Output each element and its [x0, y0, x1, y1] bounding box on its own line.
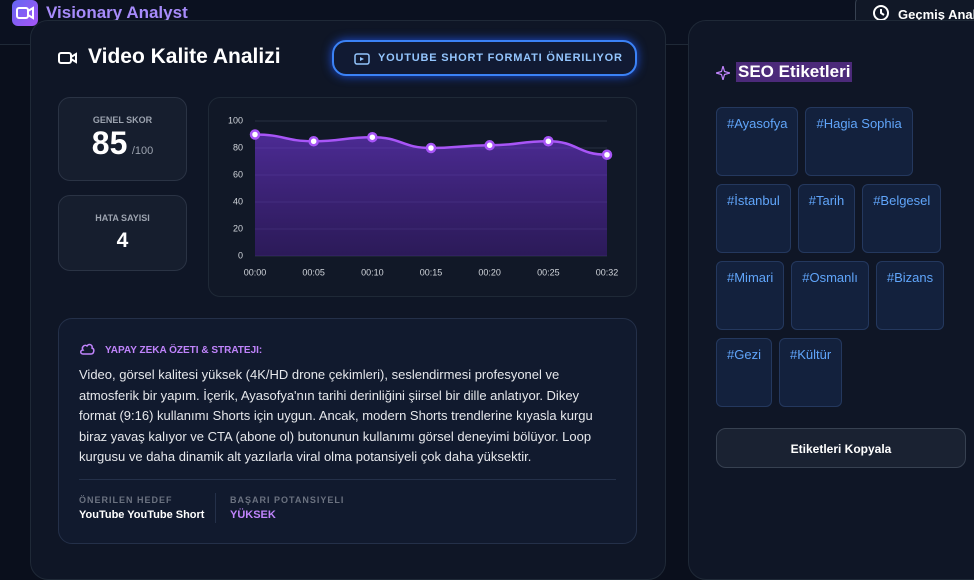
y-tick-label: 40 — [233, 196, 243, 206]
point — [484, 140, 495, 151]
y-tick-label: 100 — [228, 115, 243, 125]
x-tick-label: 00:25 — [537, 267, 560, 277]
potential: BAŞARI POTANSIYELI YÜKSEK — [230, 495, 344, 521]
x-tick-label: 00:05 — [302, 267, 325, 277]
seo-tag[interactable]: #Gezi — [716, 338, 772, 407]
logo-icon — [16, 6, 34, 20]
divider — [79, 479, 616, 480]
target: ÖNERILEN HEDEF YouTube YouTube Short — [79, 495, 204, 521]
score-card: GENEL SKOR 85 /100 — [58, 97, 187, 181]
error-label: HATA SAYISI — [95, 213, 150, 223]
score-label: GENEL SKOR — [92, 115, 153, 125]
y-tick-label: 20 — [233, 223, 243, 233]
summary-heading: YAPAY ZEKA ÖZETI & STRATEJI: — [105, 345, 263, 356]
quality-chart: 0 20 40 60 80 100 00:00 00:05 00:10 00:15 00:20 00:… — [228, 115, 619, 277]
seo-tag[interactable]: #Belgesel — [862, 184, 942, 253]
seo-tag[interactable]: #Osmanlı — [791, 261, 869, 330]
error-card: HATA SAYISI 4 — [58, 195, 187, 271]
summary-card: YAPAY ZEKA ÖZETI & STRATEJI: Video, görs… — [58, 318, 637, 544]
seo-tag[interactable]: #Tarih — [797, 184, 856, 253]
x-tick-label: 00:32 — [596, 267, 619, 277]
x-tick-label: 00:20 — [478, 267, 501, 277]
target-label: ÖNERILEN HEDEF — [79, 495, 173, 505]
seo-title: SEO Etiketleri — [736, 62, 853, 82]
brain-icon — [80, 343, 95, 355]
format-badge[interactable]: YOUTUBE SHORT FORMATI ÖNERILIYOR — [332, 40, 637, 76]
sparkle-icon — [716, 66, 730, 80]
seo-tag[interactable]: #Hagia Sophia — [805, 107, 913, 176]
potential-label: BAŞARI POTANSIYELI — [230, 495, 345, 505]
x-tick-label: 00:00 — [244, 267, 267, 277]
area — [255, 134, 607, 256]
logo — [12, 0, 38, 26]
potential-value: YÜKSEK — [230, 509, 276, 521]
history-label: Geçmiş Anali — [898, 7, 974, 22]
video-icon — [58, 52, 77, 64]
app-name: Visionary Analyst — [46, 3, 188, 22]
copy-button[interactable]: Etiketleri Kopyala — [716, 428, 966, 468]
score-max: /100 — [131, 145, 154, 157]
summary-text: Video, görsel kalitesi yüksek (4K/HD dro… — [79, 367, 593, 464]
point — [425, 142, 437, 154]
point — [543, 136, 554, 147]
badge-label: YOUTUBE SHORT FORMATI ÖNERILIYOR — [378, 52, 623, 64]
point — [249, 129, 261, 140]
seo-tag[interactable]: #Ayasofya — [716, 107, 799, 176]
point — [308, 136, 319, 147]
target-value: YouTube YouTube Short — [79, 509, 205, 521]
seo-tag[interactable]: #Mimari — [716, 261, 785, 330]
y-tick-label: 0 — [238, 250, 243, 260]
y-tick-label: 60 — [233, 169, 243, 179]
error-value: 4 — [116, 229, 129, 252]
meta-divider — [215, 493, 216, 523]
point — [367, 131, 378, 143]
y-tick-label: 80 — [233, 142, 243, 152]
x-tick-label: 00:10 — [361, 267, 384, 277]
panel-title: Video Kalite Analizi — [88, 45, 281, 68]
score-value: 85 — [91, 125, 128, 161]
tag-list: #Ayasofya #Hagia Sophia #İstanbul #Tarih #Be… — [716, 107, 956, 407]
point — [601, 149, 613, 160]
seo-tag[interactable]: #İstanbul — [716, 184, 791, 253]
chart-box: 0 20 40 60 80 100 00:00 00:05 00:10 00:15 00:20 00:… — [208, 97, 637, 297]
seo-tag[interactable]: #Bizans — [875, 261, 945, 330]
play-icon — [354, 53, 370, 65]
seo-tag[interactable]: #Kültür — [778, 338, 843, 407]
x-tick-label: 00:15 — [420, 267, 443, 277]
